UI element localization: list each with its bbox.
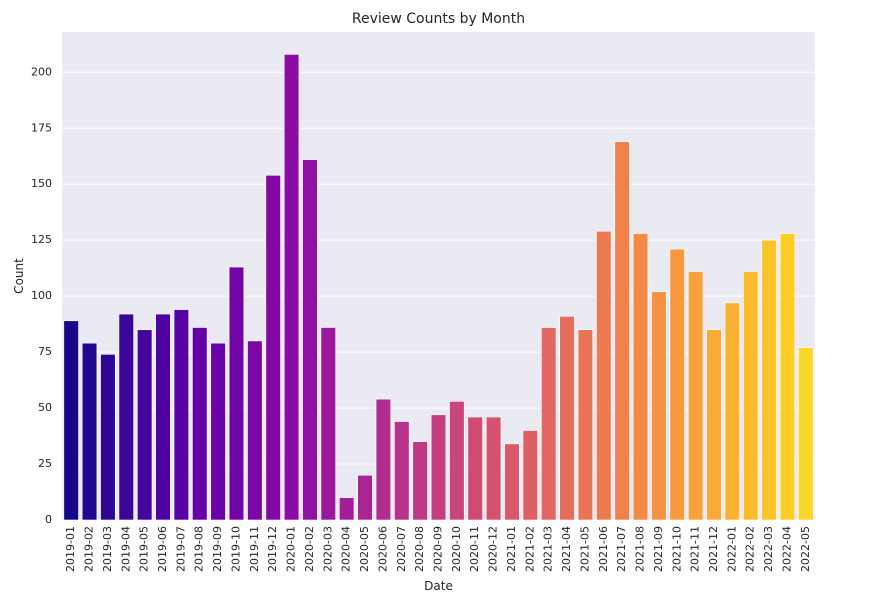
bar-2019-11 bbox=[247, 340, 263, 521]
y-axis-label: Count bbox=[12, 258, 26, 294]
x-tick-label: 2019-03 bbox=[101, 526, 114, 572]
x-tick-label: 2019-04 bbox=[119, 526, 132, 572]
bar-2019-01 bbox=[63, 320, 79, 521]
bar-2019-08 bbox=[192, 327, 208, 521]
chart-title: Review Counts by Month bbox=[352, 11, 525, 27]
x-tick-label: 2021-01 bbox=[505, 526, 518, 572]
x-tick-label: 2019-05 bbox=[138, 526, 151, 572]
bar-2020-08 bbox=[412, 441, 428, 521]
y-tick-label: 0 bbox=[45, 513, 52, 526]
x-tick-label: 2019-09 bbox=[211, 526, 224, 572]
bar-2022-01 bbox=[724, 302, 741, 521]
y-tick-label: 100 bbox=[31, 289, 52, 302]
bar-2020-04 bbox=[339, 497, 355, 521]
bar-2021-10 bbox=[669, 248, 685, 521]
x-tick-label: 2021-06 bbox=[597, 526, 610, 572]
x-tick-label: 2022-04 bbox=[780, 526, 793, 572]
x-tick-label: 2019-11 bbox=[248, 526, 261, 572]
bar-2019-10 bbox=[228, 266, 245, 521]
x-tick-label: 2021-10 bbox=[670, 526, 683, 572]
x-tick-label: 2019-02 bbox=[83, 526, 96, 572]
x-tick-label: 2020-07 bbox=[395, 526, 408, 572]
bar-2019-02 bbox=[81, 342, 98, 521]
bar-2020-12 bbox=[485, 416, 502, 521]
y-tick-label: 75 bbox=[38, 345, 52, 358]
bar-2021-06 bbox=[596, 230, 612, 521]
bar-2021-03 bbox=[541, 327, 557, 521]
y-tick-label: 25 bbox=[38, 457, 52, 470]
bar-2022-04 bbox=[779, 233, 796, 521]
x-tick-label: 2019-12 bbox=[266, 526, 279, 572]
x-tick-label: 2021-02 bbox=[523, 526, 536, 572]
x-tick-label: 2020-04 bbox=[340, 526, 353, 572]
x-tick-label: 2019-01 bbox=[64, 526, 77, 572]
x-tick-label: 2019-07 bbox=[174, 526, 187, 572]
x-tick-label: 2022-01 bbox=[725, 526, 738, 572]
x-tick-label: 2020-09 bbox=[432, 526, 445, 572]
bar-2021-07 bbox=[614, 141, 630, 521]
bar-2019-12 bbox=[265, 174, 281, 521]
x-tick-label: 2019-10 bbox=[229, 526, 242, 572]
x-tick-label: 2020-05 bbox=[358, 526, 371, 572]
bar-2020-09 bbox=[430, 414, 447, 521]
x-tick-label: 2020-03 bbox=[321, 526, 334, 572]
bar-2020-03 bbox=[320, 327, 336, 521]
x-tick-label: 2020-02 bbox=[303, 526, 316, 572]
y-tick-label: 125 bbox=[31, 233, 52, 246]
bars bbox=[63, 54, 814, 521]
bar-2022-03 bbox=[761, 239, 777, 521]
bar-2021-04 bbox=[559, 315, 575, 521]
bar-2020-10 bbox=[449, 401, 465, 521]
x-tick-label: 2021-12 bbox=[707, 526, 720, 572]
x-tick-label: 2021-08 bbox=[634, 526, 647, 572]
bar-2021-11 bbox=[687, 271, 704, 521]
bar-2021-02 bbox=[522, 430, 538, 521]
bar-2021-12 bbox=[706, 329, 722, 521]
y-tick-label: 200 bbox=[31, 65, 52, 78]
bar-2020-05 bbox=[357, 474, 373, 521]
x-tick-label: 2021-04 bbox=[560, 526, 573, 572]
bar-2019-07 bbox=[173, 309, 190, 521]
x-tick-label: 2021-05 bbox=[578, 526, 591, 572]
bar-2019-05 bbox=[137, 329, 153, 521]
bar-2022-02 bbox=[743, 271, 759, 521]
x-tick-label: 2019-08 bbox=[193, 526, 206, 572]
bar-2019-06 bbox=[155, 313, 171, 521]
bar-2021-01 bbox=[504, 443, 520, 521]
y-tick-label: 150 bbox=[31, 177, 52, 190]
x-tick-label: 2022-02 bbox=[744, 526, 757, 572]
bar-2021-05 bbox=[577, 329, 594, 521]
x-tick-label: 2021-03 bbox=[542, 526, 555, 572]
y-tick-label: 175 bbox=[31, 121, 52, 134]
x-tick-label: 2020-08 bbox=[413, 526, 426, 572]
bar-2020-02 bbox=[302, 159, 318, 521]
bar-2019-03 bbox=[100, 354, 116, 521]
y-tick-label: 50 bbox=[38, 401, 52, 414]
bar-2019-04 bbox=[118, 313, 134, 521]
x-tick-label: 2019-06 bbox=[156, 526, 169, 572]
x-tick-label: 2021-07 bbox=[615, 526, 628, 572]
x-tick-label: 2021-11 bbox=[689, 526, 702, 572]
bar-2021-09 bbox=[651, 291, 667, 521]
x-tick-label: 2020-06 bbox=[376, 526, 389, 572]
x-tick-label: 2020-01 bbox=[285, 526, 298, 572]
x-axis-label: Date bbox=[424, 579, 453, 593]
x-tick-label: 2020-11 bbox=[468, 526, 481, 572]
x-tick-label: 2022-05 bbox=[799, 526, 812, 572]
bar-2020-01 bbox=[283, 54, 300, 521]
bar-2020-07 bbox=[394, 421, 410, 521]
x-tick-labels: 2019-01 2019-02 2019-03 2019-04 2019-05 2019-… bbox=[64, 526, 812, 572]
bar-2022-05 bbox=[798, 347, 814, 521]
bar-2019-09 bbox=[210, 342, 226, 521]
bar-2021-08 bbox=[632, 233, 649, 521]
bar-2020-11 bbox=[467, 416, 483, 521]
x-tick-label: 2020-12 bbox=[487, 526, 500, 572]
x-tick-label: 2021-09 bbox=[652, 526, 665, 572]
y-tick-labels: 0 25 50 75 100 125 150 175 200 bbox=[31, 65, 52, 526]
x-tick-label: 2020-10 bbox=[450, 526, 463, 572]
x-tick-label: 2022-03 bbox=[762, 526, 775, 572]
bar-2020-06 bbox=[375, 398, 392, 521]
